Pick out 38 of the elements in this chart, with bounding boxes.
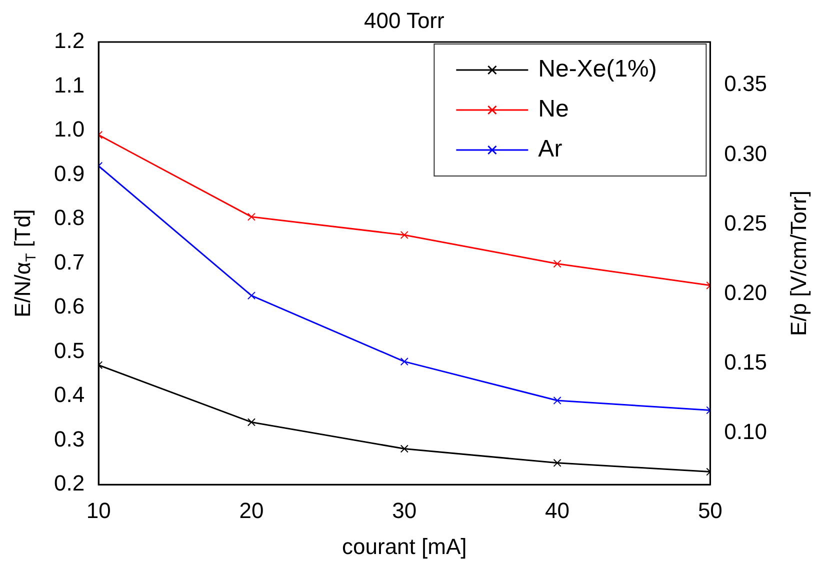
y-tick-label: 1.0 bbox=[54, 116, 85, 142]
y-tick-label: 0.8 bbox=[54, 205, 85, 230]
x-axis-title: courant [mA] bbox=[342, 534, 467, 560]
y-tick-label: 1.1 bbox=[54, 72, 85, 98]
x-tick-label: 50 bbox=[698, 498, 722, 523]
point bbox=[400, 230, 408, 240]
y-tick-label: 0.2 bbox=[54, 470, 85, 496]
y-tick-label: 0.5 bbox=[54, 338, 85, 363]
y2-tick-label: 0.30 bbox=[724, 140, 768, 166]
legend-label: Ar bbox=[538, 136, 562, 163]
point bbox=[553, 458, 562, 467]
point bbox=[247, 418, 256, 426]
chart-title: 400 Torr bbox=[364, 8, 444, 34]
point bbox=[400, 444, 408, 453]
y-tick-label: 0.6 bbox=[54, 294, 85, 319]
y2-tick-label: 0.35 bbox=[724, 71, 768, 96]
x-tick-label: 20 bbox=[239, 498, 264, 523]
point bbox=[247, 292, 256, 300]
point bbox=[553, 396, 562, 405]
y2-tick-label: 0.10 bbox=[724, 419, 768, 444]
y-tick-label: 0.3 bbox=[54, 426, 85, 452]
y-tick-label: 0.9 bbox=[54, 160, 85, 186]
y2-tick-label: 0.25 bbox=[724, 210, 768, 236]
y2-tick-label: 0.15 bbox=[724, 350, 768, 375]
x-tick-label: 40 bbox=[545, 498, 570, 523]
legend-label: Ne-Xe(1%) bbox=[538, 56, 657, 83]
y-tick-label: 0.7 bbox=[54, 249, 85, 274]
point bbox=[553, 260, 562, 268]
legend-label: Ne bbox=[538, 96, 569, 123]
y-tick-label: 1.2 bbox=[54, 28, 85, 54]
point bbox=[400, 358, 408, 366]
y2-tick-label: 0.20 bbox=[724, 280, 768, 305]
y2-axis-title: E/p [V/cm/Torr] bbox=[786, 190, 812, 336]
point bbox=[247, 212, 256, 221]
y-axis-title: E/N/αT [Td] bbox=[10, 209, 40, 318]
x-tick-label: 30 bbox=[392, 498, 417, 523]
x-tick-label: 10 bbox=[86, 498, 111, 523]
y-tick-label: 0.4 bbox=[54, 382, 85, 408]
